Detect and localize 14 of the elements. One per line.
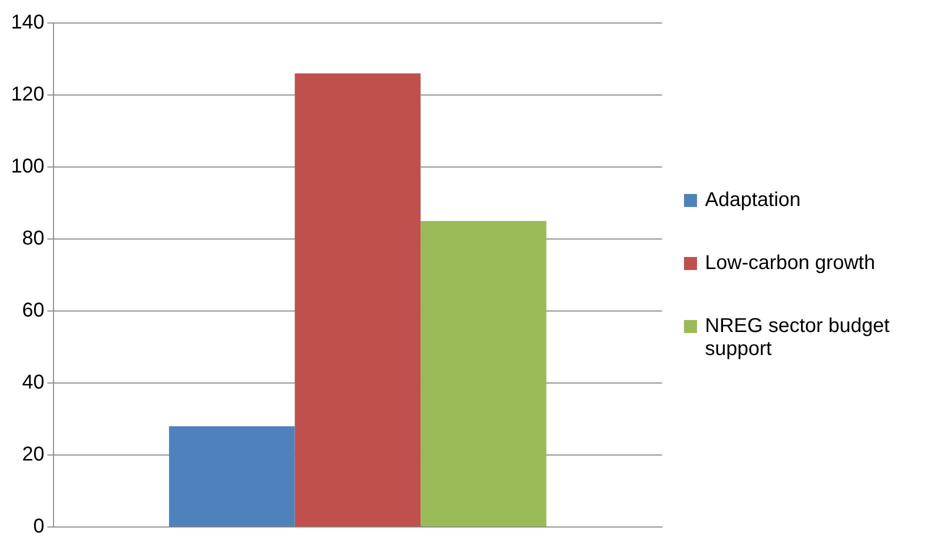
y-tick-label: 140 — [10, 12, 44, 34]
y-tick-label: 120 — [10, 84, 44, 106]
y-tick-label: 80 — [22, 228, 44, 250]
bar — [294, 73, 421, 526]
y-tick-label: 100 — [10, 156, 44, 178]
y-tick-label: 0 — [33, 516, 44, 538]
bar — [420, 221, 546, 526]
legend-label: NREG sector budget support — [705, 315, 891, 361]
legend-label: Low-carbon growth — [705, 252, 876, 275]
y-tick-label: 40 — [22, 372, 44, 394]
y-tick-label: 60 — [22, 300, 44, 322]
bar — [169, 426, 295, 526]
legend-label: Adaptation — [705, 189, 801, 212]
y-tick-label: 20 — [22, 444, 44, 466]
